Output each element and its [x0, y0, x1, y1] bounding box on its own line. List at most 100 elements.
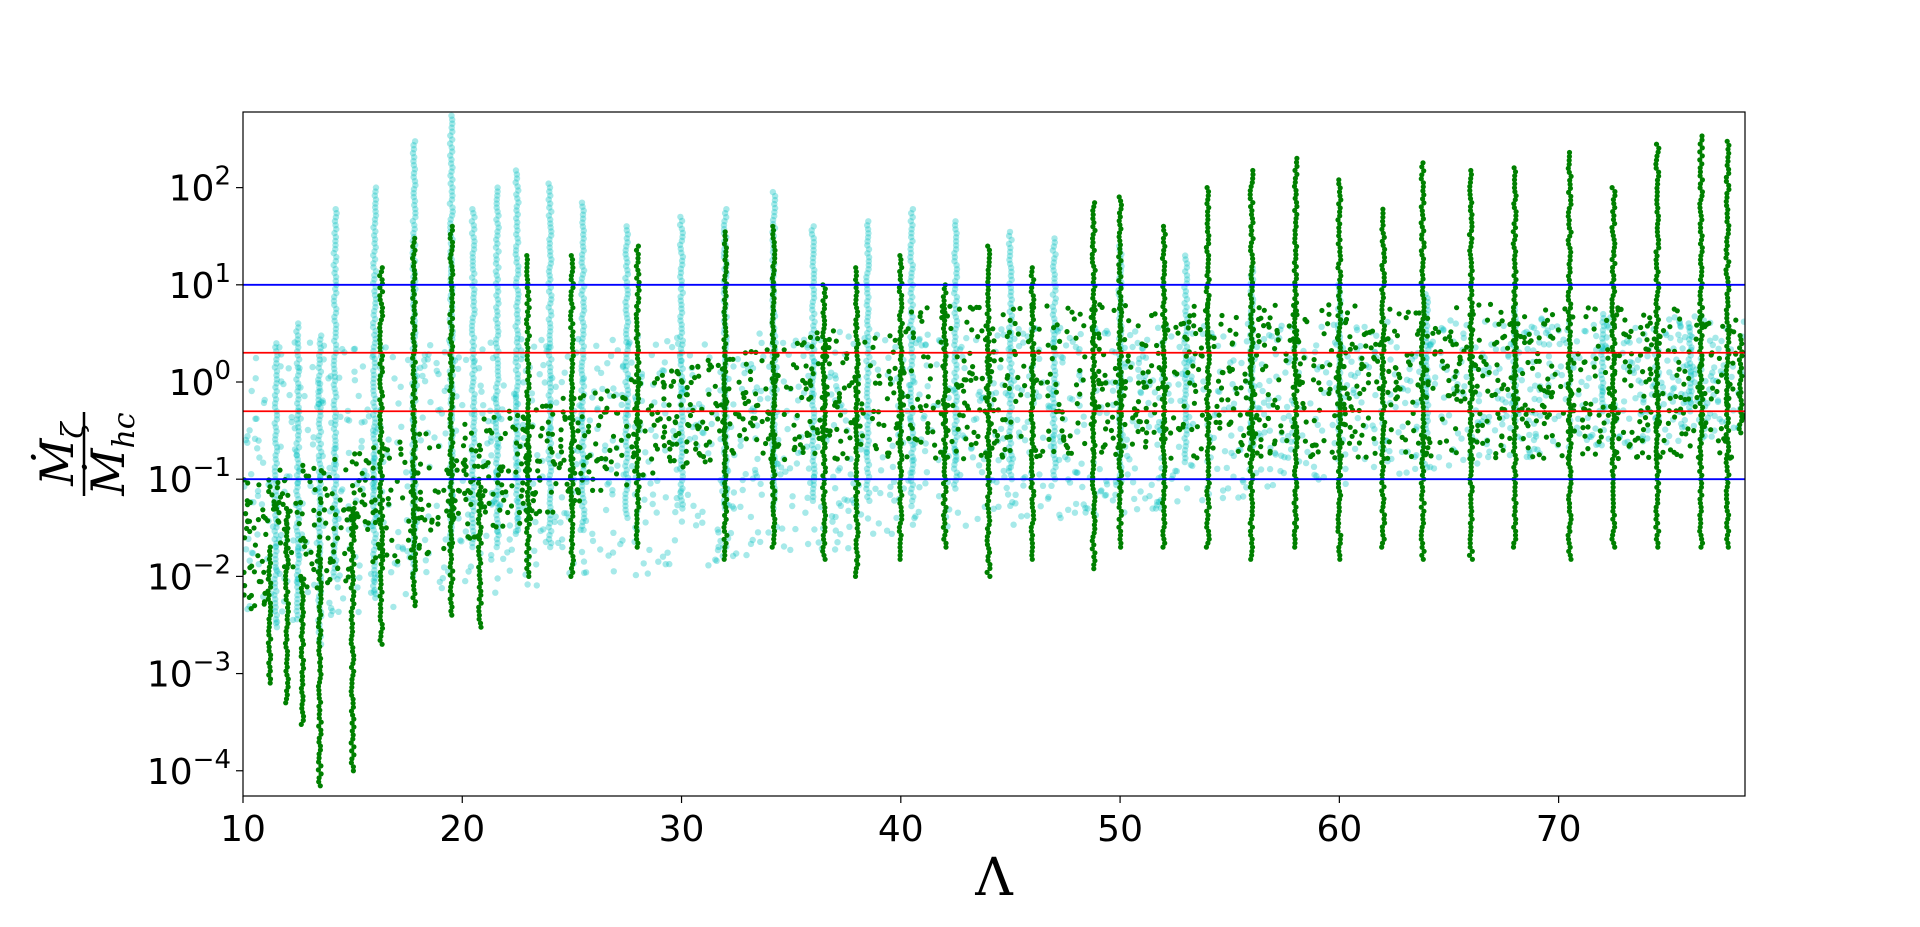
data-point: [1402, 399, 1409, 407]
data-point: [610, 385, 617, 392]
data-point: [372, 228, 379, 235]
data-point: [495, 300, 502, 307]
data-point: [536, 371, 543, 378]
data-point: [254, 531, 261, 538]
data-point: [1644, 435, 1651, 442]
data-point: [372, 531, 379, 538]
data-point: [272, 472, 279, 479]
data-point: [410, 229, 417, 237]
data-point: [1526, 431, 1533, 439]
data-point: [546, 188, 553, 195]
data-point: [293, 328, 300, 335]
data-point: [431, 434, 438, 441]
data-point: [546, 368, 554, 375]
data-point: [721, 556, 727, 562]
data-point: [492, 396, 500, 403]
data-point: [411, 178, 419, 185]
data-point: [545, 316, 552, 323]
data-point: [512, 179, 519, 186]
data-point: [1072, 500, 1080, 508]
data-point: [513, 207, 520, 214]
data-point: [1531, 395, 1538, 403]
data-point: [372, 415, 379, 422]
data-point: [330, 261, 337, 269]
data-point: [469, 354, 476, 362]
data-point: [371, 487, 378, 494]
data-point: [370, 252, 377, 259]
data-point: [317, 428, 325, 435]
data-point: [802, 509, 809, 516]
data-point: [395, 528, 402, 536]
data-point: [271, 464, 279, 471]
data-point: [515, 478, 522, 486]
data-point: [1452, 320, 1460, 327]
data-point: [493, 500, 500, 507]
data-point: [316, 432, 323, 440]
data-point: [469, 206, 476, 213]
data-point: [1039, 482, 1047, 489]
data-point: [493, 392, 500, 399]
data-point: [576, 402, 583, 409]
data-point: [411, 225, 418, 233]
data-point: [922, 480, 929, 487]
data-point: [764, 395, 772, 402]
data-point: [372, 303, 379, 311]
data-point: [315, 400, 322, 407]
data-point: [471, 270, 478, 277]
data-point: [469, 314, 476, 321]
data-point: [500, 555, 507, 562]
data-point: [1124, 471, 1131, 478]
data-point: [578, 315, 585, 322]
data-point: [293, 607, 300, 615]
data-point: [1109, 387, 1117, 394]
data-point: [673, 334, 681, 341]
data-point: [538, 336, 545, 344]
data-point: [411, 221, 418, 229]
data-point: [555, 539, 562, 547]
data-point: [449, 136, 456, 143]
data-point: [271, 392, 279, 399]
data-point: [294, 336, 301, 343]
data-point: [494, 184, 501, 191]
data-point: [954, 509, 962, 516]
data-point: [911, 379, 918, 386]
data-point: [546, 516, 554, 523]
data-point: [1055, 456, 1063, 464]
data-point: [1659, 384, 1667, 391]
data-point: [547, 364, 554, 371]
data-point: [332, 429, 340, 436]
data-point: [518, 336, 525, 343]
data-point: [580, 267, 588, 274]
data-point: [469, 403, 477, 410]
data-point: [514, 430, 521, 438]
data-point: [328, 419, 335, 426]
data-point: [995, 503, 1002, 510]
data-point: [494, 192, 501, 199]
data-point: [546, 264, 553, 271]
data-point: [1351, 373, 1359, 380]
data-point: [1235, 494, 1242, 501]
data-point: [273, 368, 281, 375]
data-point: [272, 620, 280, 627]
data-point: [742, 470, 749, 478]
data-point: [1350, 389, 1357, 397]
data-point: [512, 251, 519, 258]
data-point: [1069, 396, 1076, 403]
data-point: [372, 335, 379, 343]
data-point: [333, 393, 340, 400]
data-point: [272, 384, 279, 391]
data-point: [546, 204, 553, 211]
data-point: [1048, 482, 1055, 489]
data-point: [751, 466, 759, 474]
data-point: [1137, 389, 1145, 397]
data-point: [316, 460, 324, 468]
data-point: [494, 528, 502, 535]
data-point: [411, 154, 418, 161]
data-point: [470, 290, 478, 297]
data-point: [1272, 451, 1279, 458]
data-point: [316, 352, 323, 359]
data-point: [294, 372, 302, 379]
data-point: [488, 556, 495, 563]
data-point: [316, 384, 323, 391]
data-point: [620, 471, 627, 478]
